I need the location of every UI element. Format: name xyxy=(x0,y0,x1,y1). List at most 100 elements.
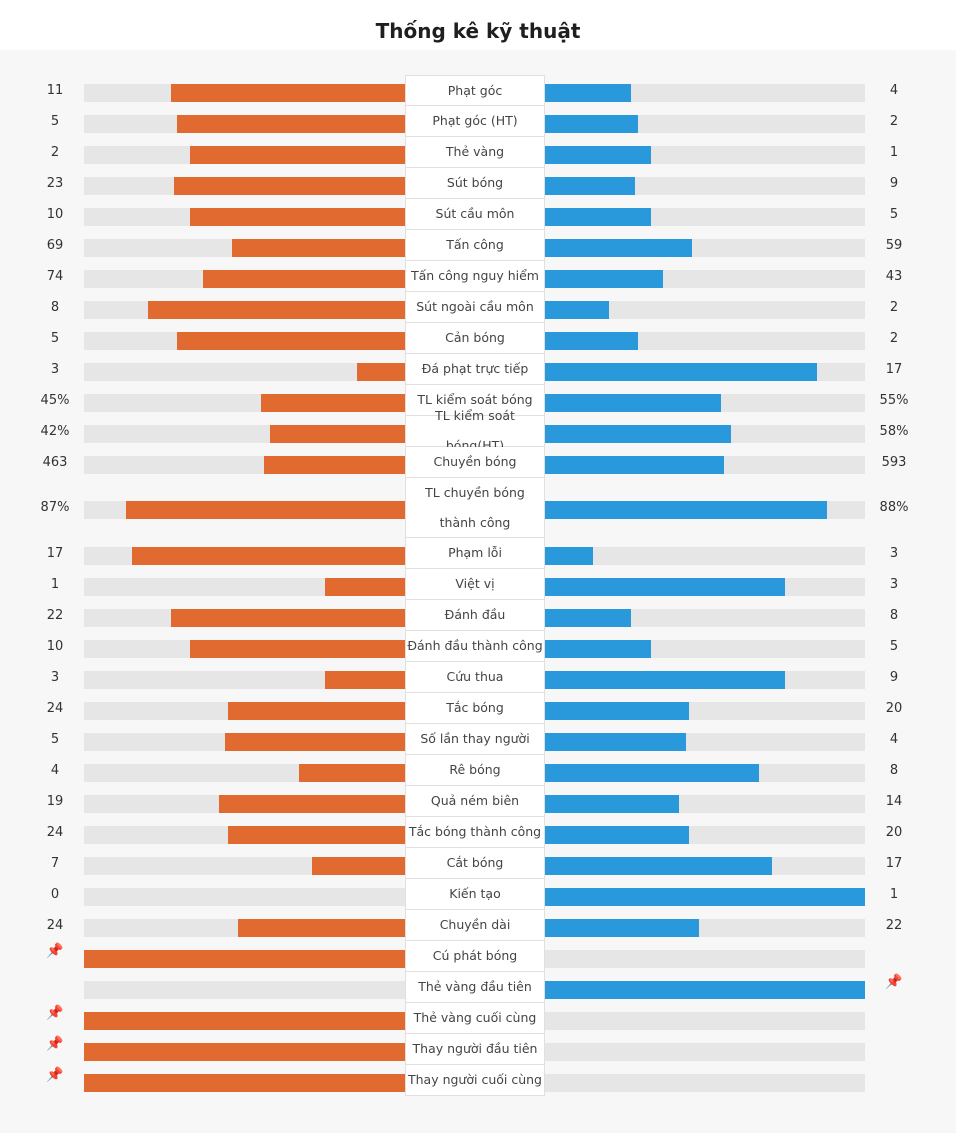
stat-row: 8 Sút ngoài cầu môn 2 xyxy=(0,292,956,323)
stat-row: 74 Tấn công nguy hiểm 43 xyxy=(0,261,956,292)
away-bar xyxy=(545,763,759,782)
home-bar xyxy=(84,1011,405,1030)
home-track xyxy=(84,732,405,751)
stat-label: Cản bóng xyxy=(405,323,545,354)
home-track xyxy=(84,145,405,164)
away-value: 3 xyxy=(889,545,899,561)
away-bar xyxy=(545,856,772,875)
stat-row: 3 Đá phạt trực tiếp 17 xyxy=(0,354,956,385)
stat-label: Chuyền bóng xyxy=(405,447,545,478)
stat-label: Tấn công xyxy=(405,230,545,261)
home-bar xyxy=(171,83,405,102)
away-track xyxy=(545,949,865,968)
home-bar xyxy=(84,949,405,968)
away-bar xyxy=(545,362,817,381)
stat-row: 2 Thẻ vàng 1 xyxy=(0,137,956,168)
home-value: 8 xyxy=(50,299,60,315)
away-value: 593 xyxy=(881,454,907,470)
home-track xyxy=(84,577,405,596)
home-bar xyxy=(228,701,405,720)
stat-row: 24 Tắc bóng 20 xyxy=(0,693,956,724)
home-bar xyxy=(270,424,405,443)
stat-row: 463 Chuyền bóng 593 xyxy=(0,447,956,478)
away-bar xyxy=(545,732,686,751)
home-track xyxy=(84,424,405,443)
home-track xyxy=(84,918,405,937)
home-value: 2 xyxy=(50,144,60,160)
home-value: 24 xyxy=(46,824,64,840)
away-track xyxy=(545,701,865,720)
home-track xyxy=(84,825,405,844)
home-value: 4 xyxy=(50,762,60,778)
stat-row: 0 Kiến tạo 1 xyxy=(0,879,956,910)
away-value: 43 xyxy=(885,268,903,284)
home-bar xyxy=(312,856,405,875)
away-track xyxy=(545,825,865,844)
away-value: 5 xyxy=(889,206,899,222)
stat-label: Đánh đầu thành công xyxy=(405,631,545,662)
away-track xyxy=(545,114,865,133)
home-bar xyxy=(219,794,405,813)
home-value: 3 xyxy=(50,361,60,377)
stat-label: Đánh đầu xyxy=(405,600,545,631)
away-bar xyxy=(545,918,699,937)
home-value: 74 xyxy=(46,268,64,284)
home-value: 11 xyxy=(46,82,64,98)
home-value: 87% xyxy=(40,500,70,515)
away-bar xyxy=(545,207,651,226)
home-track xyxy=(84,300,405,319)
away-bar xyxy=(545,980,865,999)
stat-row: Thẻ vàng đầu tiên 📌 xyxy=(0,972,956,1003)
away-value: 8 xyxy=(889,762,899,778)
away-track xyxy=(545,1011,865,1030)
home-bar xyxy=(261,393,405,412)
away-bar xyxy=(545,701,689,720)
stat-label: Cắt bóng xyxy=(405,848,545,879)
stat-row: 4 Rê bóng 8 xyxy=(0,755,956,786)
stat-label: Sút cầu môn xyxy=(405,199,545,230)
away-bar xyxy=(545,393,721,412)
away-track xyxy=(545,608,865,627)
away-bar xyxy=(545,577,785,596)
away-bar xyxy=(545,238,692,257)
away-bar xyxy=(545,145,651,164)
home-bar xyxy=(357,362,405,381)
away-value: 88% xyxy=(879,500,909,515)
away-track xyxy=(545,1042,865,1061)
away-value: 2 xyxy=(889,113,899,129)
away-value: 22 xyxy=(885,917,903,933)
home-bar xyxy=(148,300,405,319)
stat-row: 📌 Thẻ vàng cuối cùng xyxy=(0,1003,956,1034)
home-track xyxy=(84,362,405,381)
away-bar xyxy=(545,501,827,519)
home-bar xyxy=(203,269,405,288)
stat-label: Sút bóng xyxy=(405,168,545,199)
stat-row: 📌 Thay người cuối cùng xyxy=(0,1065,956,1096)
away-bar xyxy=(545,608,631,627)
stat-label: TL chuyền bóng thành công xyxy=(405,478,545,538)
away-track xyxy=(545,732,865,751)
stat-label: Phạm lỗi xyxy=(405,538,545,569)
away-value: 17 xyxy=(885,361,903,377)
away-value: 8 xyxy=(889,607,899,623)
home-bar xyxy=(132,546,405,565)
stat-row: 24 Chuyền dài 22 xyxy=(0,910,956,941)
away-track xyxy=(545,670,865,689)
stat-row: 5 Số lần thay người 4 xyxy=(0,724,956,755)
stat-row: 10 Sút cầu môn 5 xyxy=(0,199,956,230)
away-value: 3 xyxy=(889,576,899,592)
stat-label: Phạt góc (HT) xyxy=(405,106,545,137)
away-track xyxy=(545,176,865,195)
stat-row: 22 Đánh đầu 8 xyxy=(0,600,956,631)
stat-row: 1 Việt vị 3 xyxy=(0,569,956,600)
stat-label: Thẻ vàng cuối cùng xyxy=(405,1003,545,1034)
stat-label: Thay người cuối cùng xyxy=(405,1065,545,1096)
pin-icon: 📌 xyxy=(46,1035,64,1052)
home-track xyxy=(84,83,405,102)
home-bar xyxy=(190,639,405,658)
away-bar xyxy=(545,424,731,443)
home-track xyxy=(84,949,405,968)
stat-row: 42% TL kiểm soát bóng(HT) 58% xyxy=(0,408,956,453)
stat-label: Thay người đầu tiên xyxy=(405,1034,545,1065)
away-track xyxy=(545,577,865,596)
